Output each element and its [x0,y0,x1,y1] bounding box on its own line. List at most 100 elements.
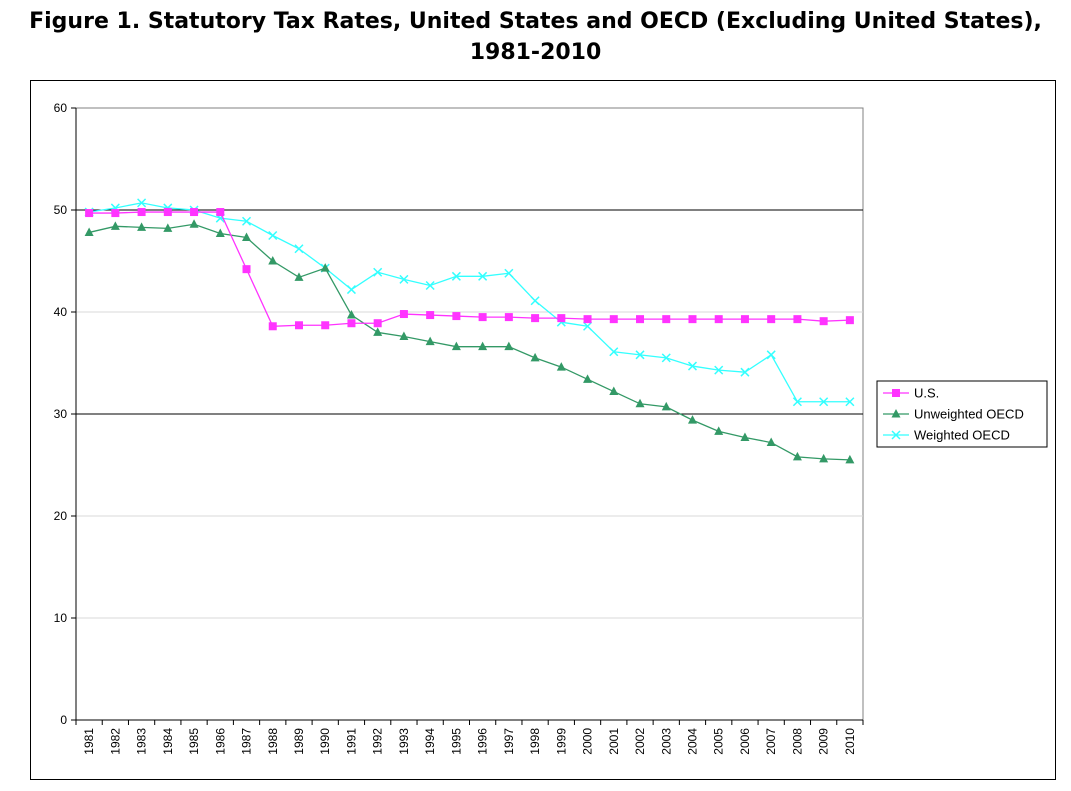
x-tick-label-1988: 1988 [266,728,280,755]
point-u-s-1996 [478,313,487,322]
point-u-s-1988 [268,322,277,331]
point-unweighted-oecd-1999 [556,362,566,371]
y-tick-label-20: 20 [54,509,68,523]
point-weighted-oecd-2003 [661,353,671,363]
x-tick-label-1987: 1987 [240,728,254,755]
point-u-s-1993 [399,310,408,319]
point-weighted-oecd-1998 [530,296,540,306]
x-tick-label-1995: 1995 [449,728,463,755]
point-unweighted-oecd-1982 [110,221,120,230]
point-weighted-oecd-2007 [766,350,776,360]
point-u-s-2006 [740,315,749,324]
point-unweighted-oecd-1988 [268,256,278,265]
point-weighted-oecd-1994 [425,280,435,291]
point-u-s-2010 [845,316,854,325]
point-weighted-oecd-2001 [609,347,619,357]
point-u-s-1990 [321,321,330,330]
point-weighted-oecd-2010 [845,397,855,407]
x-tick-label-1994: 1994 [423,728,437,755]
point-u-s-1983 [137,208,146,217]
legend-marker-weighted-oecd [891,430,901,440]
point-u-s-2004 [688,315,697,324]
point-u-s-1981 [85,209,94,218]
x-tick-label-1982: 1982 [108,728,122,755]
x-tick-label-2006: 2006 [738,728,752,755]
point-u-s-2008 [793,315,802,324]
x-tick-label-1985: 1985 [187,728,201,755]
point-unweighted-oecd-2001 [609,386,619,396]
point-u-s-2007 [767,315,776,324]
point-weighted-oecd-1983 [137,198,147,208]
point-unweighted-oecd-1981 [84,227,94,236]
x-tick-label-1981: 1981 [82,728,96,755]
x-tick-label-1996: 1996 [476,728,490,755]
x-tick-label-1991: 1991 [344,728,358,755]
x-tick-label-1999: 1999 [554,728,568,755]
series-line-unweighted-oecd [88,223,850,461]
point-u-s-2003 [662,315,671,324]
point-u-s-1994 [426,311,435,320]
point-u-s-1998 [531,314,540,323]
point-unweighted-oecd-1996 [478,341,488,351]
point-weighted-oecd-1989 [294,244,304,254]
x-tick-label-2002: 2002 [633,728,647,755]
x-tick-label-2010: 2010 [843,728,857,755]
point-u-s-2002 [636,315,645,324]
x-tick-label-1992: 1992 [371,728,385,755]
y-tick-label-40: 40 [54,305,68,319]
point-weighted-oecd-1995 [451,271,461,281]
point-unweighted-oecd-1994 [425,336,435,346]
y-tick-label-50: 50 [54,203,68,217]
point-u-s-2009 [819,317,828,326]
point-u-s-2001 [609,315,618,324]
point-unweighted-oecd-1985 [189,219,199,228]
point-unweighted-oecd-1986 [215,228,225,237]
x-tick-label-2009: 2009 [817,728,831,755]
point-u-s-1982 [111,209,120,218]
point-unweighted-oecd-1993 [399,331,409,340]
x-tick-label-1993: 1993 [397,728,411,755]
series-line-weighted-oecd [89,202,850,403]
x-tick-label-1989: 1989 [292,728,306,755]
x-tick-label-1997: 1997 [502,728,516,755]
point-u-s-1984 [163,208,172,217]
point-unweighted-oecd-2000 [583,374,593,383]
x-tick-label-2003: 2003 [659,728,673,755]
x-tick-label-1998: 1998 [528,728,542,755]
x-tick-label-2001: 2001 [607,728,621,755]
x-tick-label-1990: 1990 [318,728,332,755]
x-tick-label-2005: 2005 [712,728,726,755]
point-u-s-1991 [347,319,356,328]
point-unweighted-oecd-2009 [819,453,829,463]
point-unweighted-oecd-1992 [373,327,383,336]
y-tick-label-10: 10 [54,611,68,625]
point-unweighted-oecd-1998 [530,352,540,362]
point-unweighted-oecd-2007 [766,437,776,447]
point-weighted-oecd-1991 [346,285,356,295]
x-tick-label-2004: 2004 [685,728,699,755]
point-weighted-oecd-2005 [714,365,724,375]
legend-marker-unweighted-oecd [891,409,901,418]
y-tick-label-0: 0 [60,713,67,727]
x-tick-label-1984: 1984 [161,728,175,755]
point-u-s-1999 [557,314,566,323]
point-unweighted-oecd-1987 [242,232,252,242]
point-weighted-oecd-1993 [399,274,409,284]
point-weighted-oecd-2000 [583,321,593,331]
y-tick-label-30: 30 [54,407,68,421]
legend-label-weighted-oecd: Weighted OECD [914,428,1010,443]
point-unweighted-oecd-2008 [792,451,802,461]
x-tick-label-2008: 2008 [790,728,804,755]
x-tick-label-1983: 1983 [135,728,149,755]
point-unweighted-oecd-1997 [504,341,514,351]
point-u-s-1986 [216,208,225,217]
point-unweighted-oecd-2005 [714,426,724,435]
point-weighted-oecd-1987 [241,216,252,226]
point-u-s-1985 [190,208,199,217]
y-tick-label-60: 60 [54,101,68,115]
legend-label-unweighted-oecd: Unweighted OECD [914,407,1024,422]
point-unweighted-oecd-2010 [845,454,855,464]
chart-title-line-2: 1981-2010 [469,40,602,65]
point-u-s-1992 [373,319,382,328]
